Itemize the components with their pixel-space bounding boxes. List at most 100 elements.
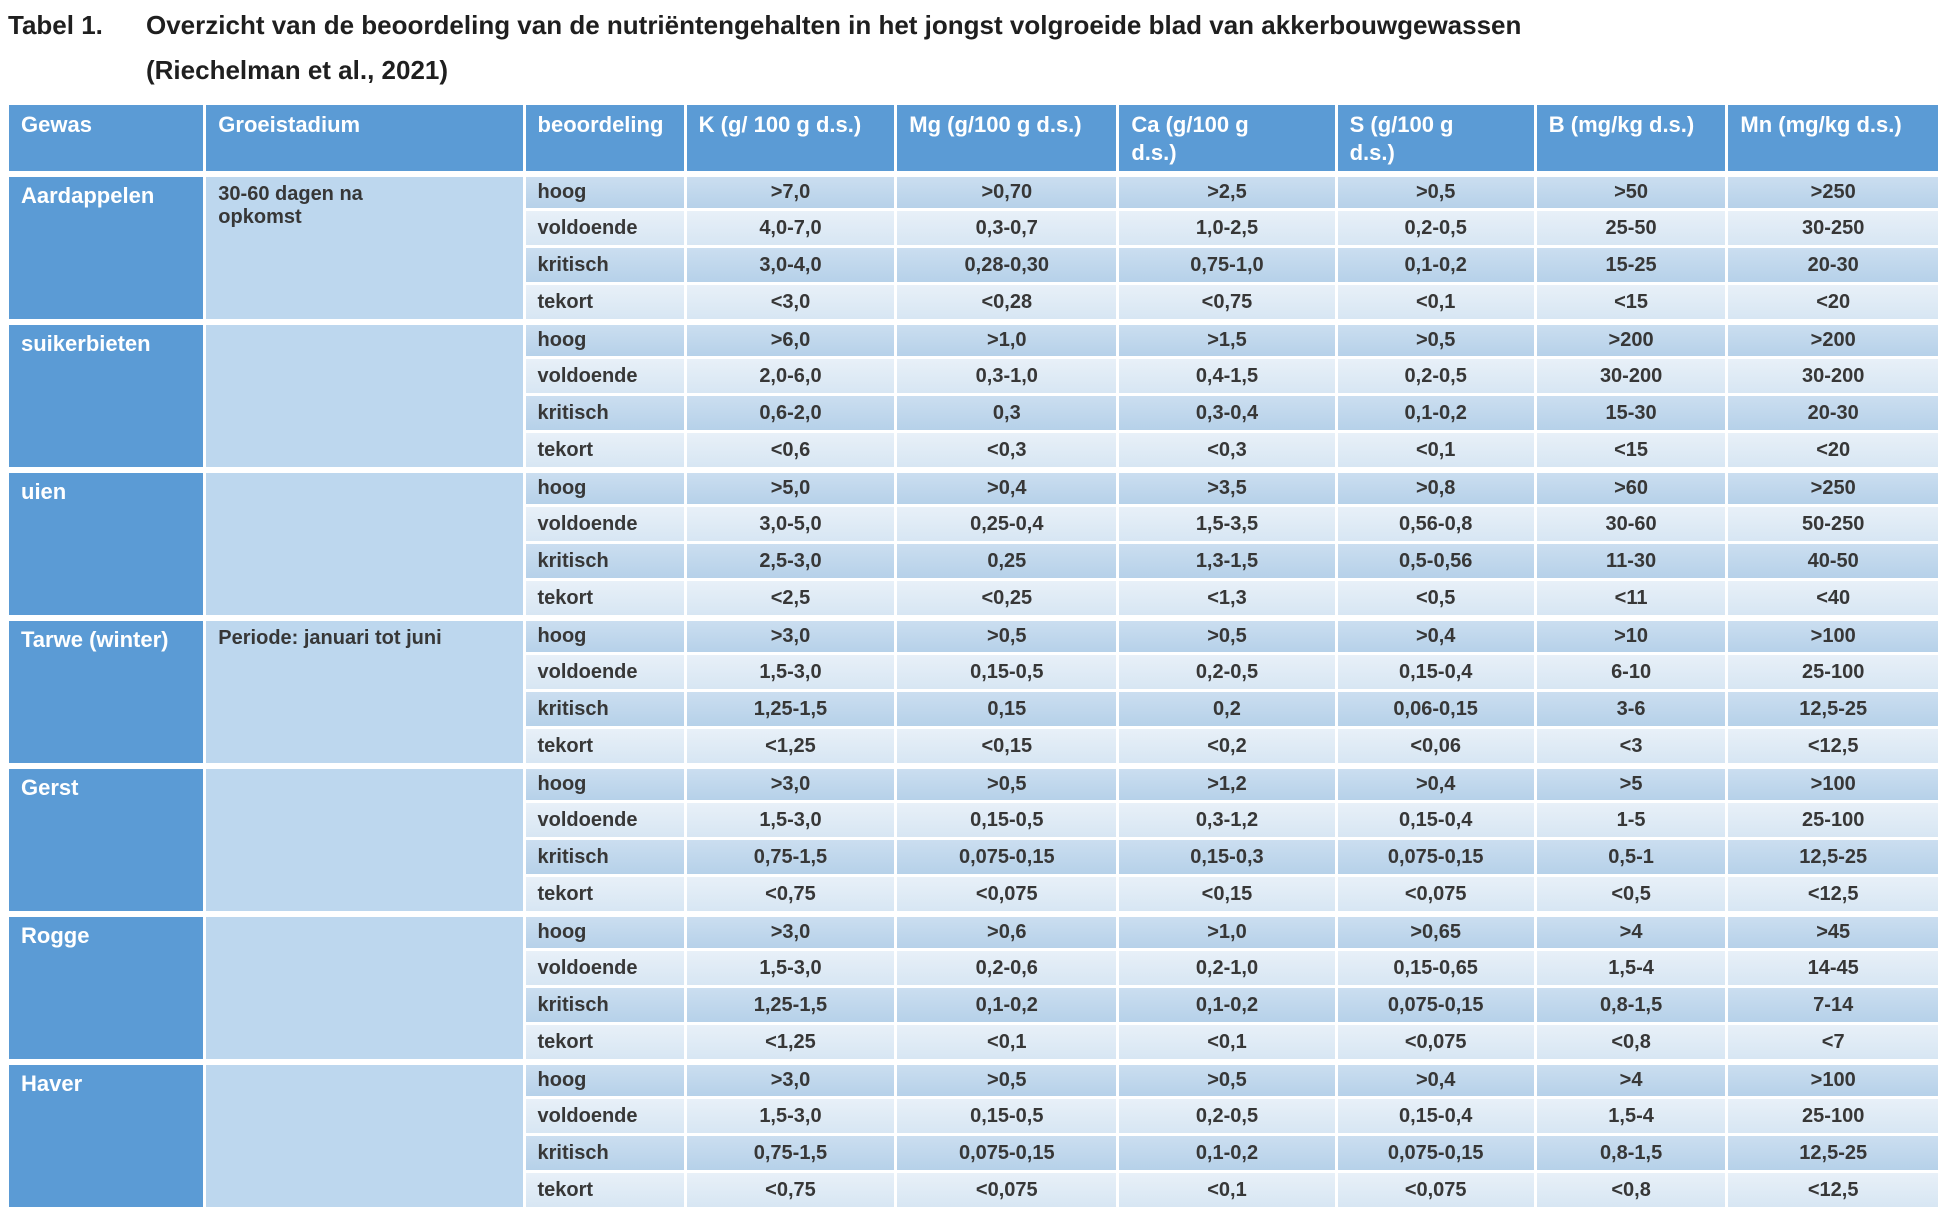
s-value-cell: 0,1-0,2: [1337, 396, 1534, 431]
b-value-cell: <11: [1536, 581, 1726, 616]
mn-value-cell: 25-100: [1728, 803, 1938, 838]
k-value-cell: 4,0-7,0: [686, 211, 895, 246]
ca-value-cell: 1,5-3,5: [1119, 507, 1335, 542]
s-value-cell: 0,15-0,4: [1337, 1099, 1534, 1134]
rating-row-aardappelen-kritisch: kritisch 3,0-4,0 0,28-0,30 0,75-1,0 0,1-0,2 1…: [9, 248, 1938, 283]
s-value-cell: 0,075-0,15: [1337, 1136, 1534, 1171]
mn-value-cell: <12,5: [1728, 877, 1938, 912]
b-value-cell: <0,8: [1536, 1173, 1726, 1208]
nutrient-assessment-table: Gewas Groeistadium beoordeling K (g/ 100 g …: [6, 102, 1941, 1210]
mn-value-cell: 25-100: [1728, 655, 1938, 690]
mg-value-cell: 0,15-0,5: [897, 803, 1117, 838]
mn-value-cell: 25-100: [1728, 1099, 1938, 1134]
ca-value-cell: 0,2-1,0: [1119, 951, 1335, 986]
header-row: Gewas Groeistadium beoordeling K (g/ 100 g …: [9, 105, 1938, 172]
groeistadium-cell: 30-60 dagen na opkomst: [206, 174, 523, 320]
rating-row-rogge-hoog: Rogge hoog >3,0 >0,6 >1,0 >0,65 >4 >45: [9, 914, 1938, 1060]
k-value-cell: >5,0: [686, 470, 895, 505]
beoordeling-cell: tekort: [525, 729, 684, 764]
b-value-cell: <15: [1536, 285, 1726, 320]
beoordeling-cell: voldoende: [525, 803, 684, 838]
beoordeling-cell: kritisch: [525, 248, 684, 283]
mg-value-cell: <0,3: [897, 433, 1117, 468]
mg-value-cell: <0,075: [897, 877, 1117, 912]
rating-row-uien-tekort: tekort <2,5 <0,25 <1,3 <0,5 <11 <40: [9, 581, 1938, 616]
mn-value-cell: 7-14: [1728, 988, 1938, 1023]
mg-value-cell: >0,5: [897, 618, 1117, 653]
k-value-cell: <0,75: [686, 877, 895, 912]
table-caption: Tabel 1. Overzicht van de beoordeling va…: [8, 8, 1941, 88]
b-value-cell: 15-30: [1536, 396, 1726, 431]
table-caption-text: Overzicht van de beoordeling van de nutr…: [146, 10, 1522, 40]
mg-value-cell: <0,15: [897, 729, 1117, 764]
mg-value-cell: 0,075-0,15: [897, 1136, 1117, 1171]
mg-value-cell: 0,15-0,5: [897, 655, 1117, 690]
groeistadium-cell: [206, 470, 523, 616]
mg-value-cell: <0,28: [897, 285, 1117, 320]
mg-value-cell: 0,3-1,0: [897, 359, 1117, 394]
k-value-cell: <2,5: [686, 581, 895, 616]
ca-value-cell: >0,5: [1119, 618, 1335, 653]
s-value-cell: 0,075-0,15: [1337, 840, 1534, 875]
s-value-cell: >0,5: [1337, 322, 1534, 357]
b-value-cell: >5: [1536, 766, 1726, 801]
s-value-cell: >0,4: [1337, 1062, 1534, 1097]
column-header-s: S (g/100 g d.s.): [1337, 105, 1534, 172]
ca-value-cell: <0,75: [1119, 285, 1335, 320]
table-body: Aardappelen 30-60 dagen na opkomst hoog >7,…: [9, 174, 1938, 1208]
mg-value-cell: 0,25-0,4: [897, 507, 1117, 542]
mg-value-cell: 0,15: [897, 692, 1117, 727]
mg-value-cell: 0,25: [897, 544, 1117, 579]
k-value-cell: 0,75-1,5: [686, 840, 895, 875]
mn-value-cell: 50-250: [1728, 507, 1938, 542]
beoordeling-cell: hoog: [525, 1062, 684, 1097]
mn-value-cell: >100: [1728, 618, 1938, 653]
ca-value-cell: <0,1: [1119, 1025, 1335, 1060]
beoordeling-cell: hoog: [525, 914, 684, 949]
beoordeling-cell: tekort: [525, 877, 684, 912]
mg-value-cell: <0,1: [897, 1025, 1117, 1060]
gewas-cell: Haver: [9, 1062, 204, 1208]
ca-value-cell: 0,75-1,0: [1119, 248, 1335, 283]
b-value-cell: 1,5-4: [1536, 1099, 1726, 1134]
column-header-mg: Mg (g/100 g d.s.): [897, 105, 1117, 172]
mn-value-cell: <12,5: [1728, 729, 1938, 764]
rating-row-gerst-tekort: tekort <0,75 <0,075 <0,15 <0,075 <0,5 <12,5: [9, 877, 1938, 912]
k-value-cell: 0,6-2,0: [686, 396, 895, 431]
beoordeling-cell: tekort: [525, 1025, 684, 1060]
column-header-groeistadium: Groeistadium: [206, 105, 523, 172]
beoordeling-cell: voldoende: [525, 211, 684, 246]
column-header-k: K (g/ 100 g d.s.): [686, 105, 895, 172]
ca-value-cell: 0,3-1,2: [1119, 803, 1335, 838]
b-value-cell: 6-10: [1536, 655, 1726, 690]
s-value-cell: >0,65: [1337, 914, 1534, 949]
s-value-cell: >0,4: [1337, 618, 1534, 653]
table-header: Gewas Groeistadium beoordeling K (g/ 100 g …: [9, 105, 1938, 172]
rating-row-gerst-voldoende: voldoende 1,5-3,0 0,15-0,5 0,3-1,2 0,15-0,4 1…: [9, 803, 1938, 838]
k-value-cell: >6,0: [686, 322, 895, 357]
k-value-cell: >3,0: [686, 1062, 895, 1097]
rating-row-aardappelen-tekort: tekort <3,0 <0,28 <0,75 <0,1 <15 <20: [9, 285, 1938, 320]
s-value-cell: 0,2-0,5: [1337, 211, 1534, 246]
beoordeling-cell: kritisch: [525, 544, 684, 579]
mg-value-cell: >0,4: [897, 470, 1117, 505]
mn-value-cell: <20: [1728, 433, 1938, 468]
column-header-b: B (mg/kg d.s.): [1536, 105, 1726, 172]
groeistadium-cell: [206, 766, 523, 912]
b-value-cell: <0,5: [1536, 877, 1726, 912]
beoordeling-cell: hoog: [525, 322, 684, 357]
beoordeling-cell: tekort: [525, 581, 684, 616]
k-value-cell: >3,0: [686, 618, 895, 653]
b-value-cell: 0,5-1: [1536, 840, 1726, 875]
mg-value-cell: 0,15-0,5: [897, 1099, 1117, 1134]
mn-value-cell: <40: [1728, 581, 1938, 616]
rating-row-haver-hoog: Haver hoog >3,0 >0,5 >0,5 >0,4 >4 >100: [9, 1062, 1938, 1208]
ca-value-cell: >1,0: [1119, 914, 1335, 949]
b-value-cell: >4: [1536, 914, 1726, 949]
k-value-cell: 1,5-3,0: [686, 951, 895, 986]
ca-value-cell: <1,3: [1119, 581, 1335, 616]
beoordeling-cell: hoog: [525, 470, 684, 505]
beoordeling-cell: tekort: [525, 433, 684, 468]
k-value-cell: 1,25-1,5: [686, 988, 895, 1023]
mn-value-cell: >45: [1728, 914, 1938, 949]
